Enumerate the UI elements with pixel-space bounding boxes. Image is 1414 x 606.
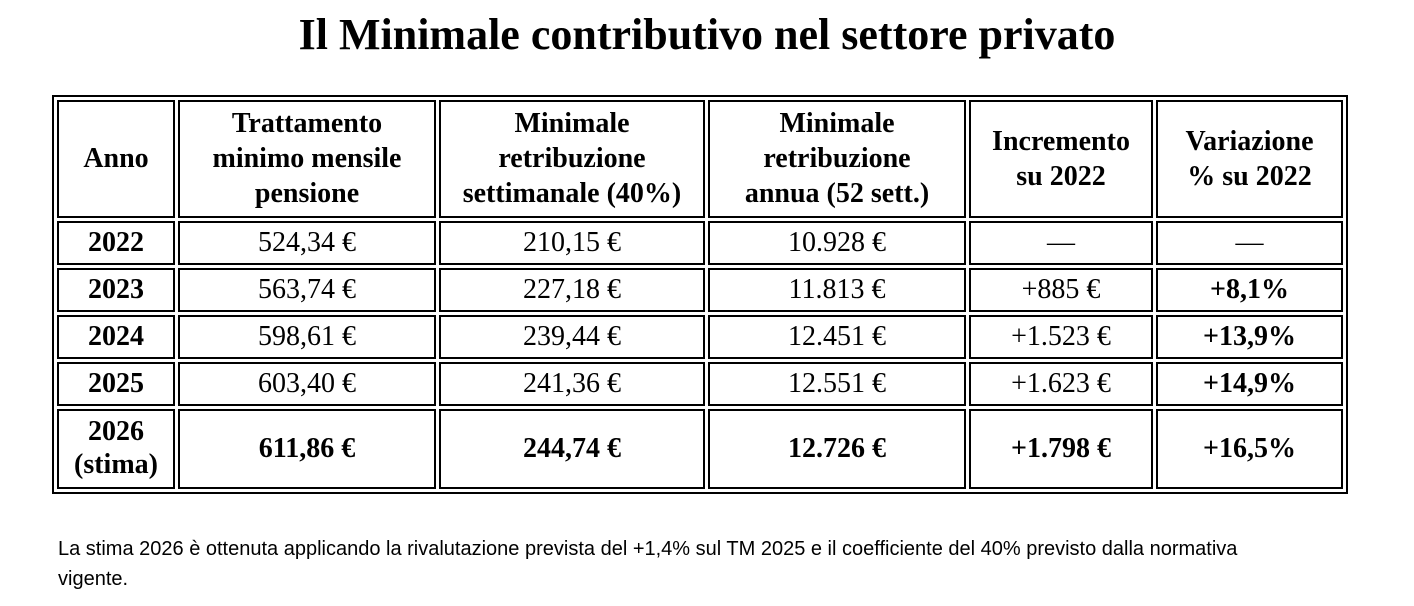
cell-variazione: — — [1156, 220, 1343, 265]
cell-incremento: — — [969, 220, 1153, 265]
col-header-minimale-annua: Minimale retribuzione annua (52 sett.) — [708, 99, 966, 218]
minimale-contributivo-table: Anno Trattamento minimo mensile pensione… — [52, 94, 1348, 494]
cell-trattamento-minimo: 563,74 € — [178, 267, 436, 312]
table-row-2023: 2023 563,74 € 227,18 € 11.813 € +885 € +… — [57, 267, 1343, 312]
table-header-row: Anno Trattamento minimo mensile pensione… — [57, 99, 1343, 218]
cell-minimale-settimanale: 244,74 € — [439, 408, 705, 489]
cell-trattamento-minimo: 524,34 € — [178, 220, 436, 265]
cell-minimale-settimanale: 210,15 € — [439, 220, 705, 265]
col-header-anno: Anno — [57, 99, 175, 218]
cell-minimale-annua: 12.551 € — [708, 361, 966, 406]
cell-trattamento-minimo: 598,61 € — [178, 314, 436, 359]
cell-trattamento-minimo: 611,86 € — [178, 408, 436, 489]
cell-minimale-annua: 12.451 € — [708, 314, 966, 359]
cell-anno: 2023 — [57, 267, 175, 312]
cell-incremento: +1.623 € — [969, 361, 1153, 406]
table-row-2026-stima: 2026 (stima) 611,86 € 244,74 € 12.726 € … — [57, 408, 1343, 489]
cell-minimale-settimanale: 227,18 € — [439, 267, 705, 312]
cell-trattamento-minimo: 603,40 € — [178, 361, 436, 406]
cell-minimale-settimanale: 241,36 € — [439, 361, 705, 406]
cell-anno: 2024 — [57, 314, 175, 359]
cell-minimale-settimanale: 239,44 € — [439, 314, 705, 359]
cell-minimale-annua: 10.928 € — [708, 220, 966, 265]
cell-variazione: +8,1% — [1156, 267, 1343, 312]
cell-minimale-annua: 12.726 € — [708, 408, 966, 489]
table-row-2025: 2025 603,40 € 241,36 € 12.551 € +1.623 €… — [57, 361, 1343, 406]
cell-incremento: +885 € — [969, 267, 1153, 312]
table-row-2024: 2024 598,61 € 239,44 € 12.451 € +1.523 €… — [57, 314, 1343, 359]
cell-anno: 2025 — [57, 361, 175, 406]
cell-incremento: +1.523 € — [969, 314, 1153, 359]
page-title: Il Minimale contributivo nel settore pri… — [298, 10, 1116, 59]
col-header-incremento: Incremento su 2022 — [969, 99, 1153, 218]
table-row-2022: 2022 524,34 € 210,15 € 10.928 € — — — [57, 220, 1343, 265]
cell-anno: 2026 (stima) — [57, 408, 175, 489]
cell-variazione: +13,9% — [1156, 314, 1343, 359]
cell-incremento: +1.798 € — [969, 408, 1153, 489]
col-header-trattamento-minimo: Trattamento minimo mensile pensione — [178, 99, 436, 218]
col-header-minimale-settimanale: Minimale retribuzione settimanale (40%) — [439, 99, 705, 218]
cell-variazione: +14,9% — [1156, 361, 1343, 406]
cell-variazione: +16,5% — [1156, 408, 1343, 489]
col-header-variazione: Variazione % su 2022 — [1156, 99, 1343, 218]
footnote: La stima 2026 è ottenuta applicando la r… — [58, 537, 1238, 590]
cell-minimale-annua: 11.813 € — [708, 267, 966, 312]
cell-anno: 2022 — [57, 220, 175, 265]
